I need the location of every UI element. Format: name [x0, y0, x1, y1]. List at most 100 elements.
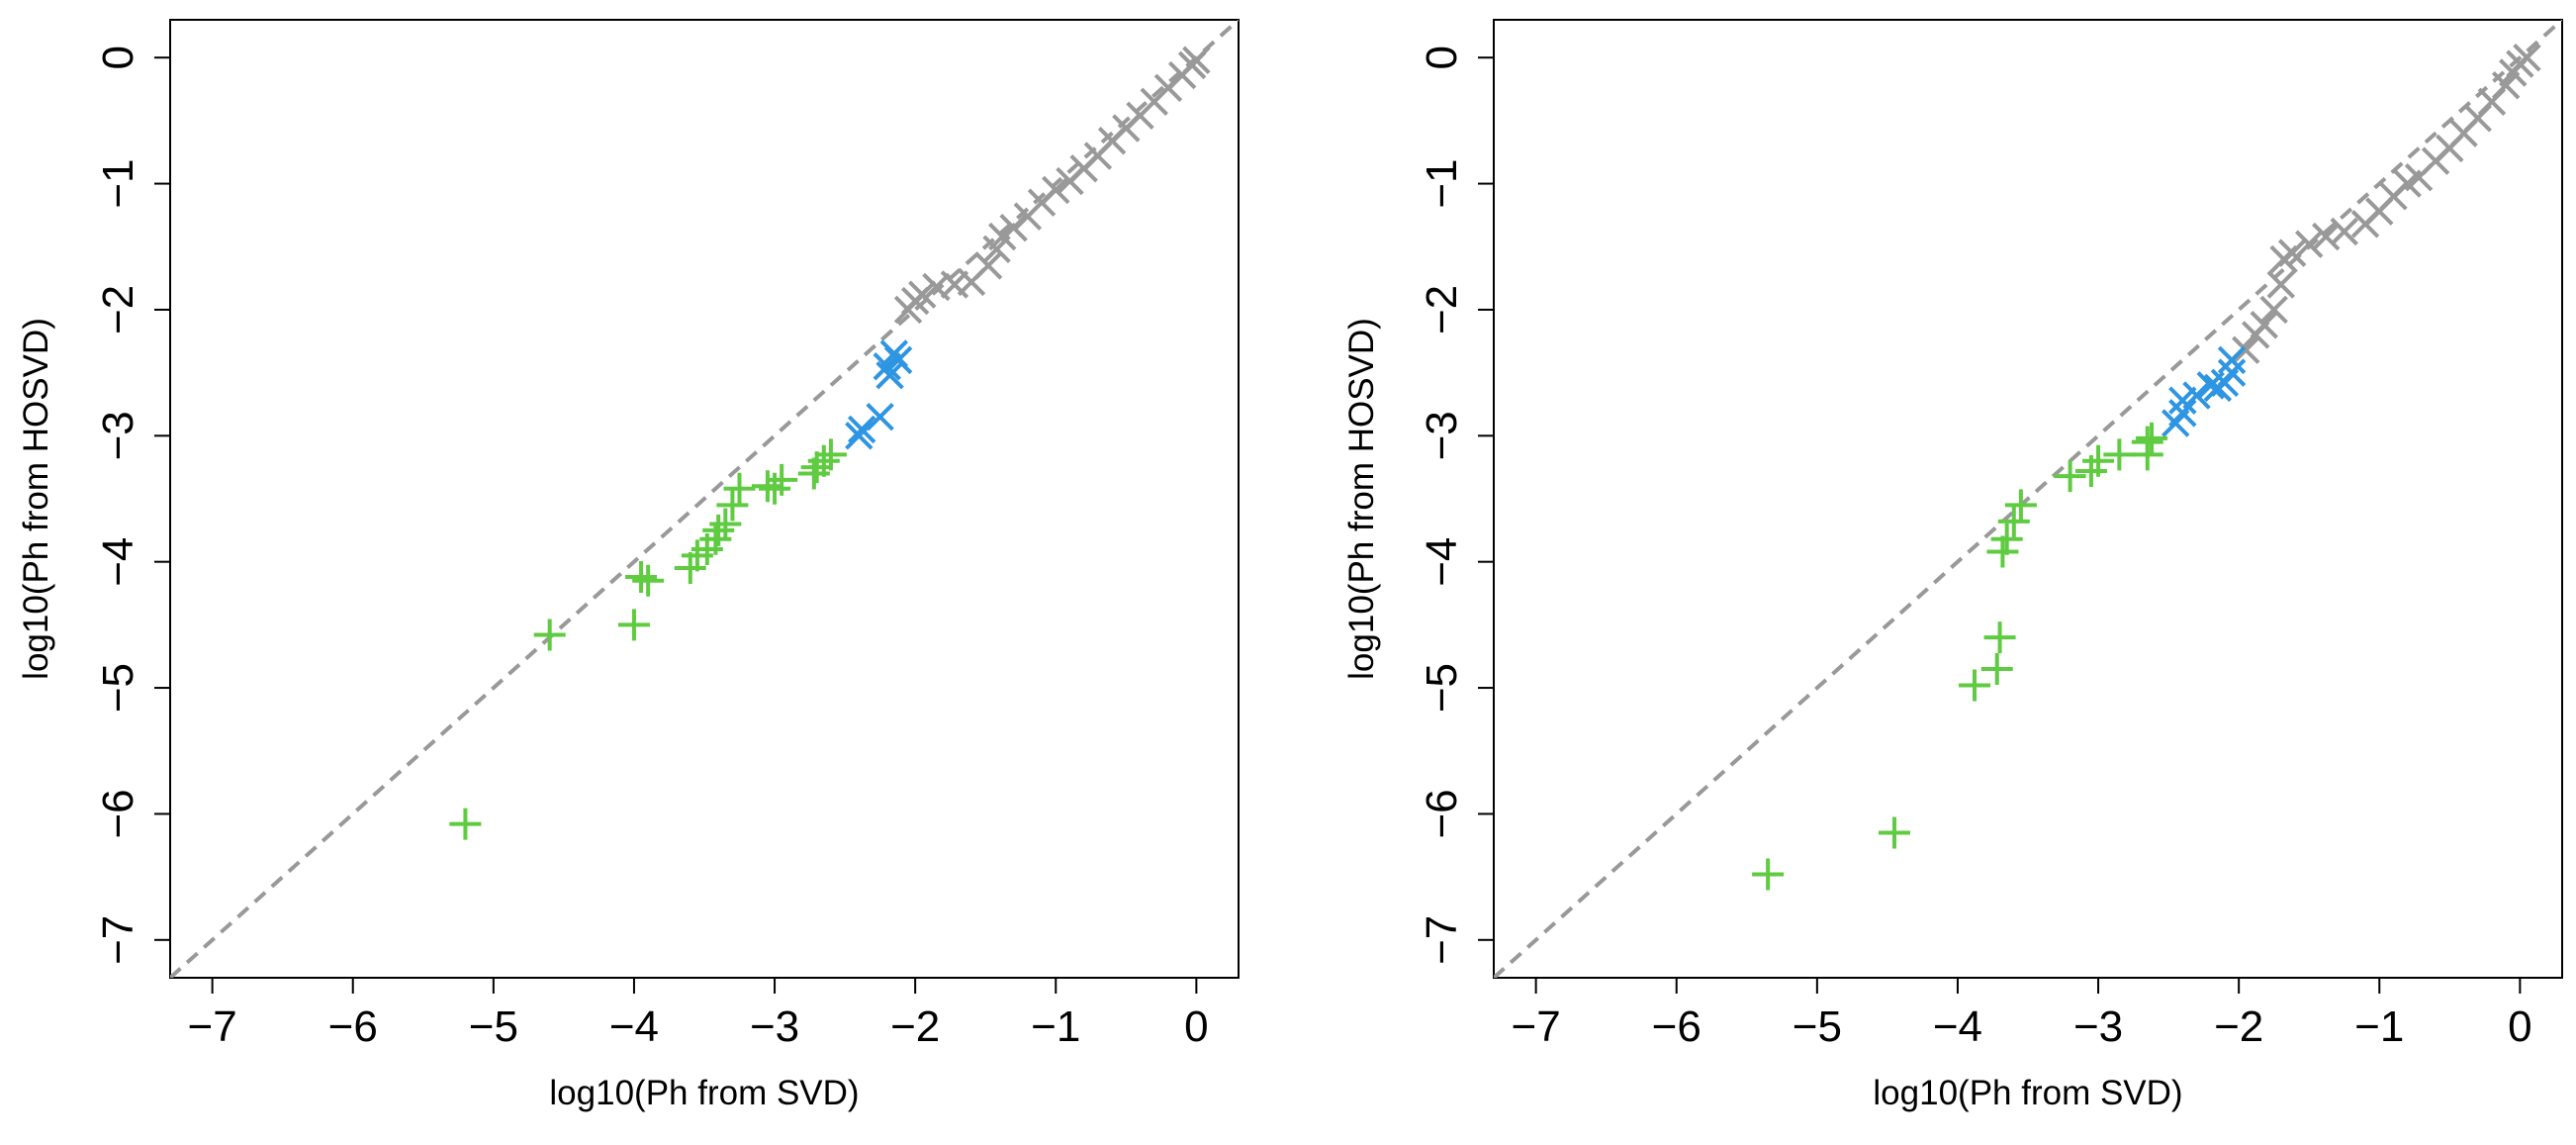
- p0-green-point: [759, 472, 791, 505]
- p1-y-tick-label: −3: [1418, 411, 1466, 460]
- p0-y-tick-label: −2: [94, 285, 142, 334]
- p0-y-tick-label: −5: [94, 663, 142, 713]
- p1-blue-series: [2161, 345, 2247, 437]
- p1-green-point: [1983, 621, 2016, 654]
- p0-green-point: [617, 609, 650, 641]
- p1-x-tick-label: −1: [2354, 1002, 2404, 1051]
- p0-blue-point: [847, 415, 876, 444]
- p1-x-tick-label: −4: [1933, 1002, 1982, 1051]
- p1-y-axis-title: log10(Ph from HOSVD): [1342, 318, 1381, 680]
- p0-blue-point: [873, 352, 901, 381]
- p1-green-point: [1980, 652, 2013, 685]
- p0-x-axis-title: log10(Ph from SVD): [549, 1074, 859, 1112]
- left-scatter-panel: −7 −6 −5 −4 −3 −2 −1 0 −7 −6 −5 −4 −3 −2 −1 0 log10(Ph f…: [17, 19, 1240, 1112]
- p0-y-tick-label: 0: [94, 46, 142, 69]
- p1-green-point: [1990, 523, 2023, 555]
- p0-y-axis-title: log10(Ph from HOSVD): [17, 318, 55, 680]
- p1-grey-point: [2330, 217, 2358, 246]
- p0-y-tick-label: −1: [94, 158, 142, 208]
- p0-x-tick-label: 0: [1184, 1002, 1208, 1051]
- p1-blue-point: [2161, 409, 2190, 437]
- p1-y-tick-label: −4: [1418, 537, 1466, 587]
- p1-blue-point: [2168, 386, 2197, 415]
- p0-green-point: [632, 564, 665, 597]
- p0-green-point: [800, 451, 833, 484]
- p1-green-point: [2103, 438, 2136, 471]
- p1-green-point: [1986, 535, 2019, 568]
- p0-x-tick-label: −2: [890, 1002, 940, 1051]
- p1-y-tick-label: −6: [1418, 789, 1466, 838]
- p0-y-tick-label: −7: [94, 915, 142, 965]
- p1-y-tick-label: −1: [1418, 158, 1466, 208]
- p1-x-tick-label: −6: [1652, 1002, 1702, 1051]
- p1-grey-point: [2232, 335, 2260, 364]
- p1-y-tick-label: −7: [1418, 915, 1466, 965]
- p0-grey-point: [973, 251, 1003, 280]
- p0-y-tick-label: −6: [94, 789, 142, 838]
- p1-green-point: [1959, 669, 1990, 702]
- p0-green-point: [533, 619, 566, 651]
- p1-x-tick-label: −3: [2073, 1002, 2123, 1051]
- p0-y-tick-label: −4: [94, 537, 142, 587]
- p0-green-point: [814, 438, 847, 471]
- p0-green-point: [681, 539, 713, 572]
- p1-green-point: [2054, 460, 2086, 493]
- p1-grey-point: [2513, 43, 2541, 72]
- p1-green-point: [1752, 858, 1785, 891]
- p1-blue-point: [2196, 371, 2225, 400]
- p1-reference-line: [1494, 20, 2562, 978]
- p0-x-tick-label: −5: [469, 1002, 518, 1051]
- p0-reference-line: [170, 20, 1239, 978]
- p0-green-point: [723, 472, 756, 505]
- p0-blue-point: [875, 360, 904, 390]
- p0-green-point: [716, 489, 749, 522]
- p1-grey-point: [2266, 270, 2296, 299]
- p1-grey-point: [2250, 311, 2278, 339]
- p1-grey-point: [2259, 295, 2288, 325]
- p1-y-tick-label: −5: [1418, 663, 1466, 713]
- p1-x-tick-label: −7: [1512, 1002, 1561, 1051]
- p1-grey-point: [2277, 239, 2307, 267]
- p0-green-point: [674, 552, 706, 585]
- p0-x-tick-label: −7: [188, 1002, 237, 1051]
- p1-green-point: [2074, 454, 2107, 487]
- right-scatter-panel: −7 −6 −5 −4 −3 −2 −1 0 −7 −6 −5 −4 −3 −2 −1 0 log10(Ph f…: [1342, 19, 2563, 1112]
- p1-plot-frame: [1493, 19, 2563, 979]
- p1-x-axis-title: log10(Ph from SVD): [1873, 1074, 2182, 1112]
- p1-green-point: [1997, 505, 2030, 537]
- p0-blue-series: [845, 339, 913, 450]
- p1-green-point: [2004, 489, 2037, 522]
- p1-blue-point: [2203, 373, 2233, 403]
- p1-x-tick-label: −5: [1793, 1002, 1842, 1051]
- p0-x-tick-label: −4: [609, 1002, 659, 1051]
- p0-green-point: [449, 808, 482, 840]
- p1-x-tick-label: 0: [2508, 1002, 2531, 1051]
- p0-grey-point: [1042, 175, 1070, 205]
- p0-green-point: [797, 457, 830, 490]
- p1-green-point: [2131, 438, 2163, 471]
- p1-x-tick-label: −2: [2214, 1002, 2263, 1051]
- p1-green-series: [1752, 422, 2168, 891]
- p0-grey-point: [908, 280, 937, 309]
- p0-x-tick-label: −1: [1031, 1002, 1080, 1051]
- p0-green-point: [766, 463, 798, 496]
- p1-grey-point: [2312, 222, 2341, 251]
- p1-grey-series: [2232, 43, 2541, 364]
- p0-green-point: [751, 470, 783, 503]
- p0-plot-frame: [169, 19, 1240, 979]
- p1-y-tick-label: 0: [1418, 46, 1466, 69]
- p1-grey-point: [2294, 230, 2324, 258]
- p0-grey-point: [1182, 46, 1211, 74]
- p0-blue-point: [845, 422, 874, 450]
- p0-green-series: [449, 438, 847, 840]
- p0-x-tick-label: −6: [328, 1002, 378, 1051]
- p1-y-tick-label: −2: [1418, 285, 1466, 334]
- p1-blue-point: [2217, 345, 2247, 375]
- p0-x-tick-label: −3: [750, 1002, 799, 1051]
- p1-green-point: [2136, 422, 2168, 454]
- p1-green-point: [1879, 816, 1910, 849]
- p0-grey-series: [893, 46, 1211, 325]
- p0-green-point: [625, 560, 658, 593]
- p0-y-tick-label: −3: [94, 411, 142, 460]
